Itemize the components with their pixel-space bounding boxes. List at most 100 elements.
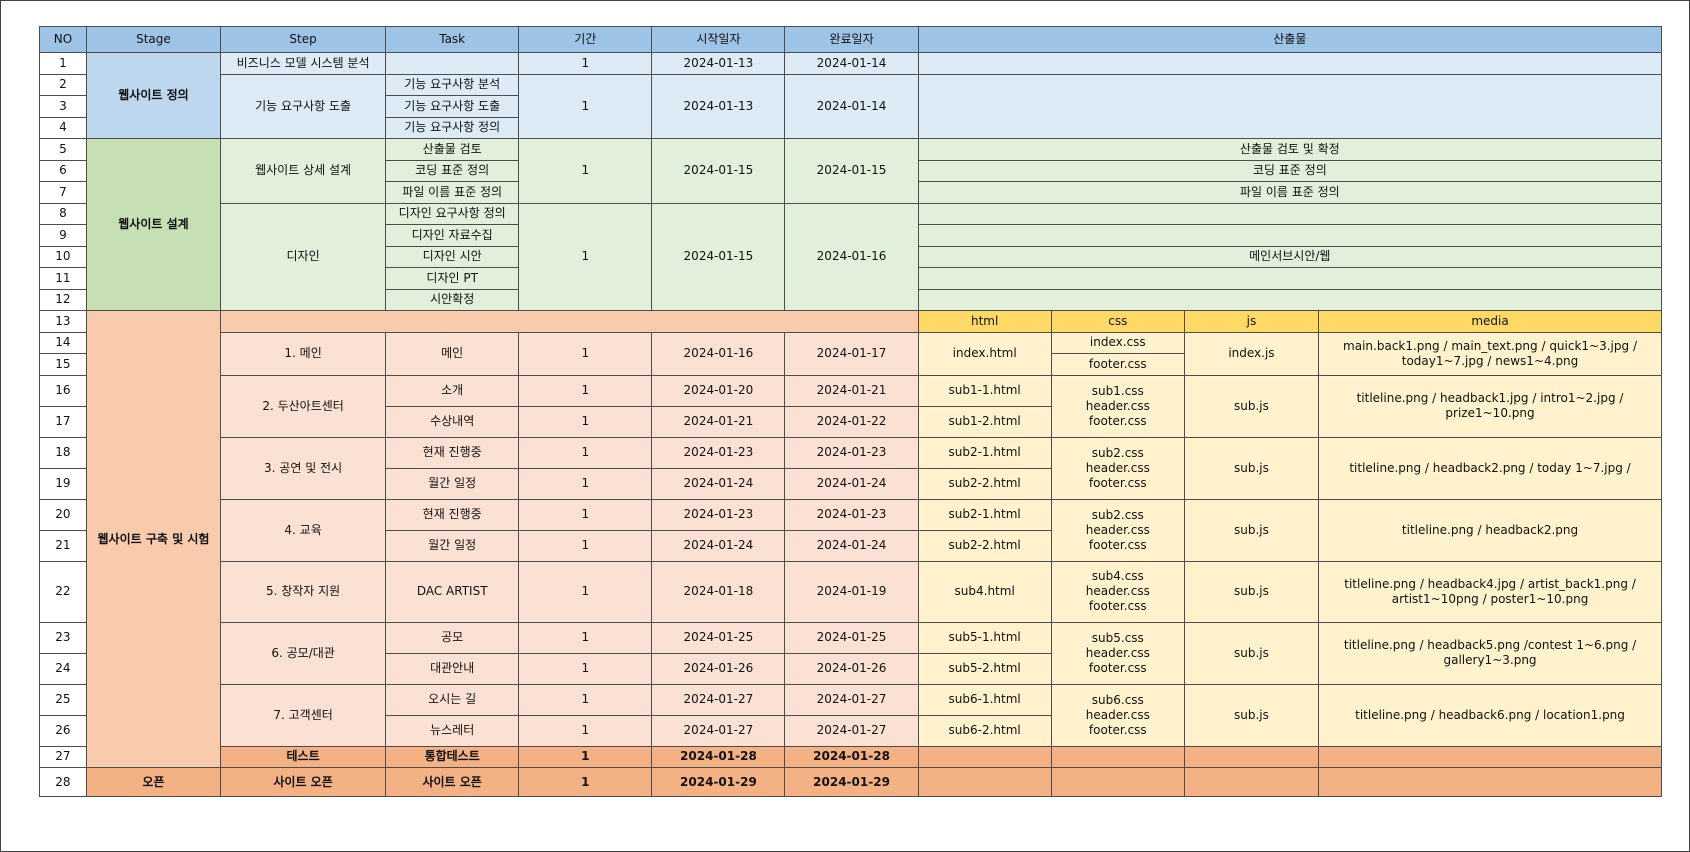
media-file-cell[interactable] bbox=[1318, 745, 1662, 768]
js-file-cell[interactable]: index.js bbox=[1183, 331, 1320, 376]
output-cell[interactable]: 파일 이름 표준 정의 bbox=[917, 181, 1663, 204]
media-file-cell[interactable]: titleline.png / headback4.jpg / artist_b… bbox=[1318, 560, 1662, 623]
task-cell[interactable]: 파일 이름 표준 정의 bbox=[385, 181, 520, 204]
step-cell[interactable]: 기능 요구사항 도출 bbox=[220, 73, 387, 139]
end-date-cell[interactable]: 2024-01-23 bbox=[784, 436, 919, 469]
step-cell[interactable]: 사이트 오픈 bbox=[220, 767, 387, 797]
row-number[interactable]: 2 bbox=[39, 73, 87, 96]
duration-cell[interactable]: 1 bbox=[518, 138, 653, 204]
row-number[interactable]: 10 bbox=[39, 245, 87, 268]
duration-cell[interactable]: 1 bbox=[518, 73, 653, 139]
css-file-cell[interactable] bbox=[1050, 745, 1185, 768]
step-cell[interactable]: 1. 메인 bbox=[220, 331, 387, 376]
row-number[interactable]: 5 bbox=[39, 138, 87, 161]
duration-cell[interactable]: 1 bbox=[518, 52, 653, 75]
duration-cell[interactable]: 1 bbox=[518, 405, 653, 438]
end-date-cell[interactable]: 2024-01-23 bbox=[784, 498, 919, 531]
stage-cell[interactable]: 웹사이트 정의 bbox=[85, 52, 222, 139]
html-file-cell[interactable]: sub5-1.html bbox=[917, 621, 1052, 654]
task-cell[interactable]: 기능 요구사항 분석 bbox=[385, 73, 520, 96]
start-date-cell[interactable]: 2024-01-28 bbox=[651, 745, 786, 768]
output-cell[interactable] bbox=[917, 224, 1663, 247]
row-number[interactable]: 14 bbox=[39, 331, 87, 354]
subheader-js[interactable]: js bbox=[1183, 310, 1320, 333]
step-cell[interactable]: 6. 공모/대관 bbox=[220, 621, 387, 685]
step-cell[interactable]: 3. 공연 및 전시 bbox=[220, 436, 387, 500]
start-date-cell[interactable]: 2024-01-24 bbox=[651, 529, 786, 562]
task-cell[interactable]: 오시는 길 bbox=[385, 683, 520, 716]
css-file-cell[interactable]: sub1.css header.css footer.css bbox=[1050, 374, 1185, 438]
row-number[interactable]: 6 bbox=[39, 159, 87, 182]
header-end-date[interactable]: 완료일자 bbox=[784, 26, 919, 53]
start-date-cell[interactable]: 2024-01-23 bbox=[651, 498, 786, 531]
row-number[interactable]: 20 bbox=[39, 498, 87, 531]
html-file-cell[interactable]: index.html bbox=[917, 331, 1052, 376]
step-cell[interactable]: 웹사이트 상세 설계 bbox=[220, 138, 387, 204]
task-cell[interactable]: 소개 bbox=[385, 374, 520, 407]
row-number[interactable]: 25 bbox=[39, 683, 87, 716]
task-cell[interactable]: 코딩 표준 정의 bbox=[385, 159, 520, 182]
step-cell[interactable]: 2. 두산아트센터 bbox=[220, 374, 387, 438]
start-date-cell[interactable]: 2024-01-13 bbox=[651, 52, 786, 75]
duration-cell[interactable]: 1 bbox=[518, 560, 653, 623]
task-cell[interactable]: 디자인 시안 bbox=[385, 245, 520, 268]
step-cell[interactable]: 5. 창작자 지원 bbox=[220, 560, 387, 623]
end-date-cell[interactable]: 2024-01-22 bbox=[784, 405, 919, 438]
row-number[interactable]: 11 bbox=[39, 267, 87, 290]
row-number[interactable]: 3 bbox=[39, 95, 87, 118]
row-number[interactable]: 24 bbox=[39, 652, 87, 685]
start-date-cell[interactable]: 2024-01-15 bbox=[651, 202, 786, 311]
row-number[interactable]: 27 bbox=[39, 745, 87, 768]
duration-cell[interactable]: 1 bbox=[518, 529, 653, 562]
task-cell[interactable]: 월간 일정 bbox=[385, 529, 520, 562]
html-file-cell[interactable]: sub2-2.html bbox=[917, 529, 1052, 562]
duration-cell[interactable]: 1 bbox=[518, 467, 653, 500]
duration-cell[interactable]: 1 bbox=[518, 652, 653, 685]
media-file-cell[interactable]: titleline.png / headback1.jpg / intro1~2… bbox=[1318, 374, 1662, 438]
start-date-cell[interactable]: 2024-01-23 bbox=[651, 436, 786, 469]
html-file-cell[interactable]: sub4.html bbox=[917, 560, 1052, 623]
css-file-cell[interactable]: footer.css bbox=[1050, 353, 1185, 376]
task-cell[interactable]: 사이트 오픈 bbox=[385, 767, 520, 797]
media-file-cell[interactable] bbox=[1318, 767, 1662, 797]
duration-cell[interactable]: 1 bbox=[518, 374, 653, 407]
row-number[interactable]: 28 bbox=[39, 767, 87, 797]
task-cell[interactable]: 시안확정 bbox=[385, 288, 520, 311]
header-no[interactable]: NO bbox=[39, 26, 87, 53]
start-date-cell[interactable]: 2024-01-21 bbox=[651, 405, 786, 438]
output-cell[interactable]: 메인서브시안/웹 bbox=[917, 245, 1663, 268]
header-start-date[interactable]: 시작일자 bbox=[651, 26, 786, 53]
stage-cell[interactable]: 웹사이트 구축 및 시험 bbox=[85, 310, 222, 768]
output-cell[interactable] bbox=[917, 73, 1663, 139]
start-date-cell[interactable]: 2024-01-27 bbox=[651, 714, 786, 747]
start-date-cell[interactable]: 2024-01-25 bbox=[651, 621, 786, 654]
task-cell[interactable]: 디자인 요구사항 정의 bbox=[385, 202, 520, 225]
row-number[interactable]: 19 bbox=[39, 467, 87, 500]
end-date-cell[interactable]: 2024-01-25 bbox=[784, 621, 919, 654]
start-date-cell[interactable]: 2024-01-15 bbox=[651, 138, 786, 204]
step-cell[interactable]: 4. 교육 bbox=[220, 498, 387, 562]
css-file-cell[interactable]: index.css bbox=[1050, 331, 1185, 354]
end-date-cell[interactable]: 2024-01-19 bbox=[784, 560, 919, 623]
js-file-cell[interactable]: sub.js bbox=[1183, 683, 1320, 747]
end-date-cell[interactable]: 2024-01-14 bbox=[784, 73, 919, 139]
end-date-cell[interactable]: 2024-01-27 bbox=[784, 683, 919, 716]
output-cell[interactable] bbox=[917, 267, 1663, 290]
duration-cell[interactable]: 1 bbox=[518, 714, 653, 747]
end-date-cell[interactable]: 2024-01-24 bbox=[784, 467, 919, 500]
css-file-cell[interactable]: sub2.css header.css footer.css bbox=[1050, 436, 1185, 500]
row-number[interactable]: 7 bbox=[39, 181, 87, 204]
media-file-cell[interactable]: titleline.png / headback2.png bbox=[1318, 498, 1662, 562]
header-stage[interactable]: Stage bbox=[85, 26, 222, 53]
js-file-cell[interactable]: sub.js bbox=[1183, 560, 1320, 623]
js-file-cell[interactable] bbox=[1183, 745, 1320, 768]
duration-cell[interactable]: 1 bbox=[518, 683, 653, 716]
step-cell[interactable]: 비즈니스 모델 시스템 분석 bbox=[220, 52, 387, 75]
header-duration[interactable]: 기간 bbox=[518, 26, 653, 53]
subheader-media[interactable]: media bbox=[1318, 310, 1662, 333]
row-number[interactable]: 4 bbox=[39, 116, 87, 139]
css-file-cell[interactable] bbox=[1050, 767, 1185, 797]
task-cell[interactable]: DAC ARTIST bbox=[385, 560, 520, 623]
row-number[interactable]: 1 bbox=[39, 52, 87, 75]
html-file-cell[interactable]: sub6-1.html bbox=[917, 683, 1052, 716]
